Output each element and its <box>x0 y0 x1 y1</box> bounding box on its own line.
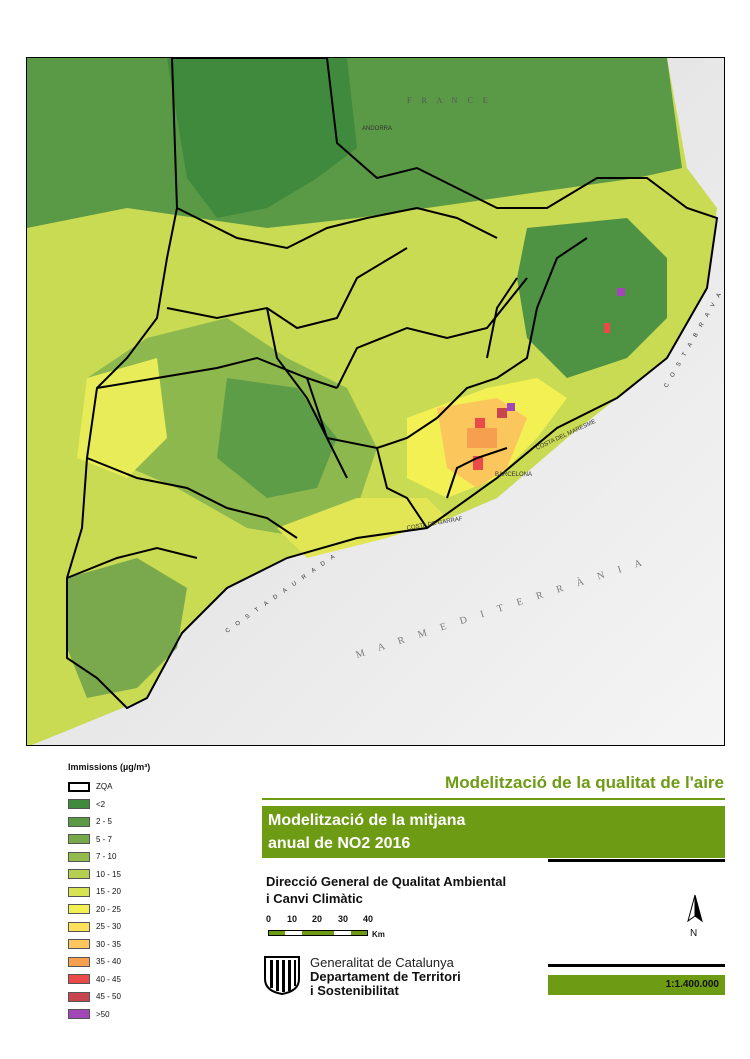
scale-bar-graphic <box>268 930 368 936</box>
legend-item: 45 - 50 <box>68 988 238 1006</box>
scale-tick-30: 30 <box>338 914 349 924</box>
legend-item: 20 - 25 <box>68 901 238 919</box>
legend-label: 15 - 20 <box>96 887 121 897</box>
scale-tick-20: 20 <box>312 914 323 924</box>
model-zone-ebre <box>67 558 187 698</box>
legend-swatch <box>68 816 90 827</box>
subtitle-box: Modelització de la mitjana anual de NO2 … <box>262 806 725 858</box>
legend-item: <2 <box>68 796 238 814</box>
legend-swatch <box>68 851 90 862</box>
legend-label: ZQA <box>96 782 113 792</box>
legend-item: 10 - 15 <box>68 866 238 884</box>
label-barcelona: BARCELONA <box>495 472 532 478</box>
legend-swatch <box>68 939 90 950</box>
legend-items: ZQA <2 2 - 5 5 - 7 7 - 10 10 - 15 15 - 20 20 - … <box>68 778 238 1023</box>
legend-item: 2 - 5 <box>68 813 238 831</box>
legend-item: 35 - 40 <box>68 953 238 971</box>
north-arrow-icon <box>687 894 703 923</box>
hotspot-gt50 <box>507 403 515 411</box>
legend-item: 5 - 7 <box>68 831 238 849</box>
legend-swatch <box>68 904 90 915</box>
page-title: Modelització de la qualitat de l'aire <box>445 773 724 792</box>
legend-swatch <box>68 956 90 967</box>
legend-item: 15 - 20 <box>68 883 238 901</box>
generalitat-shield-icon <box>264 956 300 995</box>
legend-swatch <box>68 834 90 845</box>
legend-item: ZQA <box>68 778 238 796</box>
legend-swatch <box>68 1009 90 1020</box>
scale-bar: 0 10 20 30 40 Km <box>266 914 406 948</box>
hotspot-40-45 <box>475 418 485 428</box>
model-zone-pyrenees-core <box>167 58 357 218</box>
legend-label: 7 - 10 <box>96 852 117 862</box>
legend-label: >50 <box>96 1009 110 1019</box>
label-france: F R A N C E <box>407 96 492 105</box>
legend-label: 5 - 7 <box>96 834 113 844</box>
north-label: N <box>690 928 698 939</box>
legend-swatch <box>68 991 90 1002</box>
hotspot-35-40 <box>467 428 497 448</box>
legend-label: 20 - 25 <box>96 904 121 914</box>
air-quality-map[interactable]: F R A N C E ANDORRA BARCELONA M A R M E … <box>26 57 725 746</box>
legend-item: 40 - 45 <box>68 971 238 989</box>
scale-divider <box>548 964 725 967</box>
legend-item: 30 - 35 <box>68 936 238 954</box>
map-scale: 1:1.400.000 <box>548 975 725 995</box>
hotspot-40-45-girona <box>604 323 610 333</box>
org-line-2: i Canvi Climàtic <box>266 891 363 906</box>
subtitle-line-1: Modelització de la mitjana <box>268 812 466 829</box>
legend-label: 10 - 15 <box>96 869 121 879</box>
legend-label: 35 - 40 <box>96 957 121 967</box>
dept-name: Departament de Territori i Sostenibilita… <box>310 970 461 998</box>
legend-swatch <box>68 974 90 985</box>
generalitat-logo: Generalitat de Catalunya Departament de … <box>263 953 553 999</box>
dept-line-1: Departament de Territori <box>310 969 461 984</box>
subtitle-line-2: anual de NO2 2016 <box>268 835 411 852</box>
hotspot-45-50 <box>497 408 507 418</box>
legend-swatch <box>68 921 90 932</box>
legend: Immissions (µg/m³) ZQA <2 2 - 5 5 - 7 7 - 10… <box>68 762 238 1023</box>
scale-unit: Km <box>372 930 385 939</box>
hotspot-gt50-girona <box>617 288 625 296</box>
map-canvas: F R A N C E ANDORRA BARCELONA M A R M E … <box>27 58 724 745</box>
legend-title: Immissions (µg/m³) <box>68 762 151 772</box>
label-andorra: ANDORRA <box>362 126 392 132</box>
legend-swatch <box>68 869 90 880</box>
dept-line-2: i Sostenibilitat <box>310 983 399 998</box>
legend-label: <2 <box>96 799 106 809</box>
legend-label: 40 - 45 <box>96 974 121 984</box>
legend-label: 25 - 30 <box>96 922 121 932</box>
zqa-boundaries <box>66 58 719 710</box>
legend-label: 2 - 5 <box>96 817 113 827</box>
subtitle-divider <box>548 859 725 862</box>
title-divider <box>262 798 725 800</box>
scale-tick-10: 10 <box>287 914 298 924</box>
model-zone-tarragona <box>277 498 447 558</box>
scale-tick-40: 40 <box>363 914 374 924</box>
hotspot-40-45-b <box>473 456 483 470</box>
legend-swatch <box>68 799 90 810</box>
legend-swatch <box>68 886 90 897</box>
legend-item: >50 <box>68 1006 238 1024</box>
legend-swatch <box>68 781 90 792</box>
legend-item: 25 - 30 <box>68 918 238 936</box>
scale-tick-0: 0 <box>266 914 272 924</box>
org-name: Direcció General de Qualitat Ambiental i… <box>266 873 556 907</box>
legend-label: 30 - 35 <box>96 939 121 949</box>
model-zone-central-dark <box>217 378 337 498</box>
org-line-1: Direcció General de Qualitat Ambiental <box>266 874 507 889</box>
legend-label: 45 - 50 <box>96 992 121 1002</box>
legend-item: 7 - 10 <box>68 848 238 866</box>
model-zone-girona <box>517 218 667 378</box>
gov-name: Generalitat de Catalunya <box>310 955 454 970</box>
